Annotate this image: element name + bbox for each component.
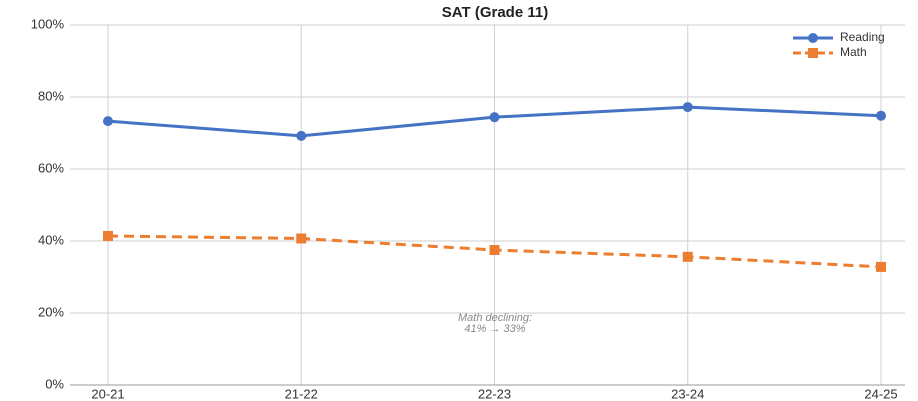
y-tick-label: 100% bbox=[31, 16, 65, 31]
x-tick-label: 21-22 bbox=[285, 386, 318, 401]
x-tick-label: 24-25 bbox=[864, 386, 897, 401]
y-tick-label: 80% bbox=[38, 88, 64, 103]
data-point bbox=[103, 230, 113, 241]
data-point bbox=[682, 102, 693, 113]
data-point bbox=[489, 245, 500, 255]
data-point bbox=[296, 130, 307, 141]
x-tick-label: 20-21 bbox=[91, 386, 124, 401]
chart-title: SAT (Grade 11) bbox=[442, 4, 548, 21]
x-tick-label: 22-23 bbox=[478, 386, 511, 401]
data-point bbox=[103, 116, 113, 127]
data-point bbox=[489, 112, 500, 123]
legend-label: Reading bbox=[840, 30, 885, 44]
data-point bbox=[876, 261, 886, 272]
annotation: 41% → 33% bbox=[464, 323, 525, 335]
legend-label: Math bbox=[840, 45, 867, 59]
y-tick-label: 20% bbox=[38, 304, 64, 319]
y-tick-label: 0% bbox=[45, 376, 64, 391]
y-tick-label: 40% bbox=[38, 232, 64, 247]
data-point bbox=[876, 110, 886, 121]
legend-marker bbox=[808, 48, 818, 58]
y-tick-label: 60% bbox=[38, 160, 64, 175]
annotation: Math declining: bbox=[458, 312, 532, 324]
x-tick-label: 23-24 bbox=[671, 386, 704, 401]
data-point bbox=[296, 233, 307, 244]
data-point bbox=[682, 251, 693, 262]
legend-marker bbox=[808, 33, 818, 43]
